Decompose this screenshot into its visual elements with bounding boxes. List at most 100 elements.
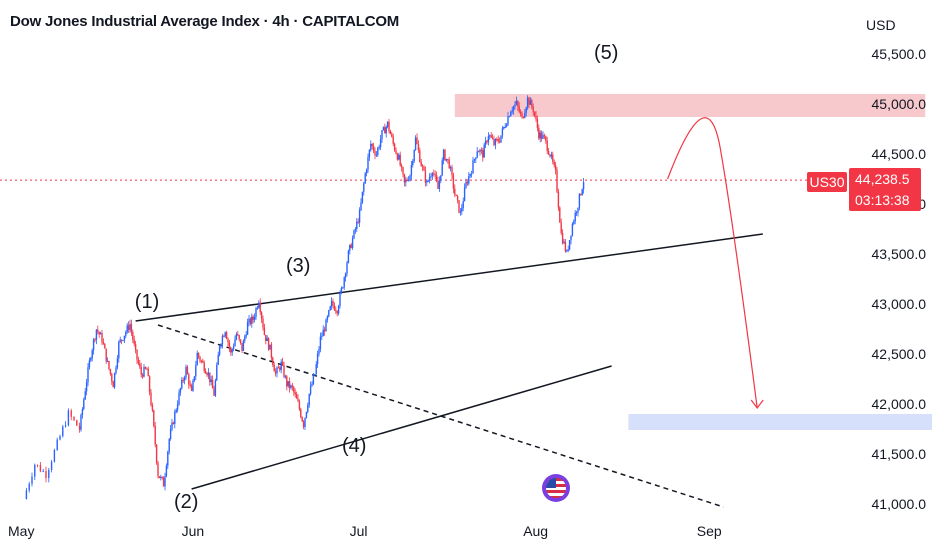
- candle-body: [461, 207, 463, 212]
- wave-label: (4): [342, 435, 366, 457]
- candle-body: [113, 372, 116, 388]
- candle-body: [448, 159, 450, 169]
- candle-body: [368, 149, 371, 158]
- candle-body: [413, 150, 415, 161]
- candle-body: [202, 360, 204, 363]
- candle-body: [568, 240, 571, 250]
- candle-body: [351, 238, 354, 248]
- candle-body: [294, 392, 296, 395]
- candle-body: [181, 379, 183, 389]
- y-tick-label: 45,500.0: [872, 46, 927, 62]
- candle-body: [301, 417, 303, 422]
- candle-body: [195, 365, 197, 377]
- candle-body: [325, 319, 327, 332]
- wave-label-layer: (1) (2) (3) (4) (5): [135, 42, 619, 513]
- candle-body: [491, 137, 494, 140]
- candle-body: [550, 154, 553, 157]
- currency-label[interactable]: USD: [866, 17, 896, 33]
- y-tick-label: 44,500.0: [872, 146, 927, 162]
- candle-body: [405, 179, 407, 183]
- candle-body: [242, 340, 245, 351]
- candle-body: [504, 126, 506, 128]
- candle-body: [511, 110, 513, 112]
- candle-body: [386, 121, 389, 127]
- candle-body: [141, 374, 144, 377]
- candle-body: [517, 101, 519, 107]
- candle-body: [217, 354, 219, 365]
- current-price-value: 44,238.5: [855, 171, 910, 187]
- candle-body: [108, 361, 110, 370]
- candle-body: [358, 210, 361, 223]
- wave-label: (5): [594, 42, 618, 64]
- candle-body: [399, 154, 401, 166]
- candle-body: [129, 324, 131, 330]
- y-tick-label: 42,500.0: [872, 346, 927, 362]
- candle-body: [505, 124, 508, 127]
- candle-body: [136, 349, 138, 360]
- candle-body: [528, 97, 530, 105]
- candle-body: [206, 373, 208, 376]
- candle-body: [479, 149, 481, 153]
- candle-body: [280, 361, 282, 370]
- candle-body: [463, 187, 466, 202]
- candle-body: [343, 277, 345, 288]
- candle-body: [567, 249, 569, 251]
- candle-body: [414, 137, 417, 151]
- candle-body: [125, 332, 127, 336]
- candle-body: [80, 414, 82, 430]
- candle-body: [224, 332, 226, 337]
- us-flag-icon[interactable]: [542, 474, 570, 502]
- candle-body: [203, 362, 205, 371]
- candle-body: [335, 310, 337, 312]
- candle-body: [490, 135, 492, 138]
- candle-body: [314, 374, 316, 376]
- bar-countdown: 03:13:38: [855, 192, 910, 208]
- candle-body: [364, 173, 366, 184]
- candle-body: [144, 367, 147, 369]
- candle-body: [308, 393, 310, 406]
- x-tick-label: Aug: [523, 523, 548, 539]
- candle-body: [293, 387, 295, 393]
- candle-body: [421, 166, 424, 168]
- candle-body: [470, 173, 473, 175]
- time-axis[interactable]: May Jun Jul Aug Sep: [8, 523, 722, 539]
- candle-body: [417, 143, 420, 151]
- candle-body: [260, 312, 263, 319]
- candle-body: [580, 193, 582, 195]
- candle-body: [426, 181, 428, 183]
- candle-body: [365, 169, 368, 174]
- candle-body: [84, 391, 86, 400]
- candle-body: [284, 376, 287, 378]
- candle-body: [318, 349, 320, 354]
- candle-body: [256, 307, 259, 309]
- candle-body: [438, 180, 441, 189]
- candle-body: [197, 352, 200, 357]
- candle-body: [168, 439, 170, 452]
- candle-body: [382, 127, 385, 131]
- candle-body: [178, 392, 180, 405]
- candle-body: [67, 410, 70, 426]
- candle-body: [560, 222, 562, 234]
- candle-body: [231, 349, 233, 353]
- candle-body: [214, 380, 217, 396]
- candle-body: [238, 335, 240, 340]
- x-tick-label: May: [8, 523, 34, 539]
- candle-body: [484, 140, 487, 145]
- candle-body: [87, 367, 89, 383]
- y-tick-label: 43,500.0: [872, 246, 927, 262]
- candle-body: [297, 398, 299, 402]
- candle-body: [245, 334, 247, 337]
- candle-body: [391, 134, 393, 137]
- candle-body: [59, 436, 61, 440]
- x-tick-label: Jun: [182, 523, 205, 539]
- candle-body: [56, 439, 58, 450]
- candle-body: [105, 348, 107, 362]
- candle-body: [81, 409, 84, 415]
- candle-body: [154, 426, 156, 445]
- candle-body: [304, 417, 306, 427]
- candle-body: [139, 363, 141, 367]
- candle-body: [455, 194, 457, 196]
- candle-body: [188, 374, 190, 385]
- candle-body: [253, 316, 256, 320]
